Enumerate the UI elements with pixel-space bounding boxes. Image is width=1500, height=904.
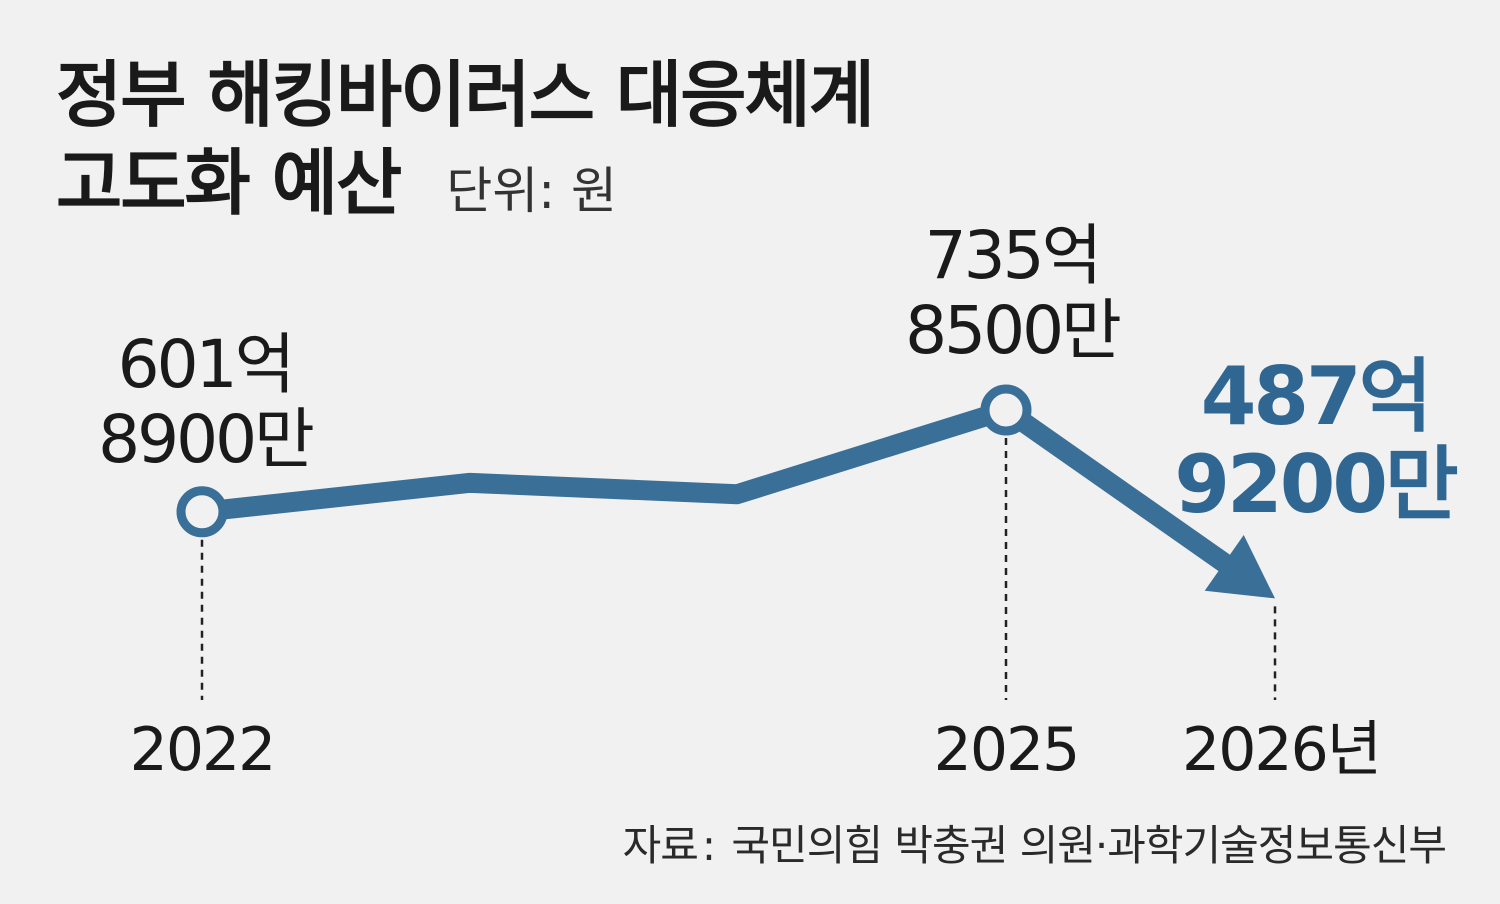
source-text: 국민의힘 박충권 의원·과학기술정보통신부 (731, 821, 1447, 870)
series-arrow-head (1204, 535, 1275, 599)
x-tick-label-2025: 2025 (934, 715, 1079, 785)
title-line-2: 고도화 예산 단위: 원 (56, 140, 873, 228)
series-arrow-shaft (996, 400, 1238, 576)
unit-label: 단위: 원 (446, 161, 618, 220)
data-label-line1: 735억 (925, 217, 1100, 294)
x-tick-label-2022: 2022 (130, 715, 275, 785)
series-line (192, 400, 1016, 522)
data-label-line2: 8900만 (98, 401, 313, 478)
x-tick-label-2026: 2026년 (1182, 715, 1380, 785)
data-label-line2: 8500만 (905, 292, 1120, 369)
source-note: 자료: 국민의힘 박충권 의원·과학기술정보통신부 (622, 812, 1447, 873)
data-label-line2: 9200만 (1174, 438, 1458, 531)
data-label-line1: 601억 (118, 326, 293, 403)
point-marker-2025 (980, 384, 1032, 436)
chart-title: 정부 해킹바이러스 대응체계 고도화 예산 단위: 원 (56, 52, 875, 228)
source-label: 자료 (622, 821, 699, 870)
data-label-line1: 487억 (1201, 350, 1430, 443)
title-line-2-text: 고도화 예산 (56, 140, 402, 225)
source-separator: : (701, 821, 716, 870)
point-marker-2022 (176, 486, 228, 538)
title-line-1: 정부 해킹바이러스 대응체계 (56, 53, 875, 137)
